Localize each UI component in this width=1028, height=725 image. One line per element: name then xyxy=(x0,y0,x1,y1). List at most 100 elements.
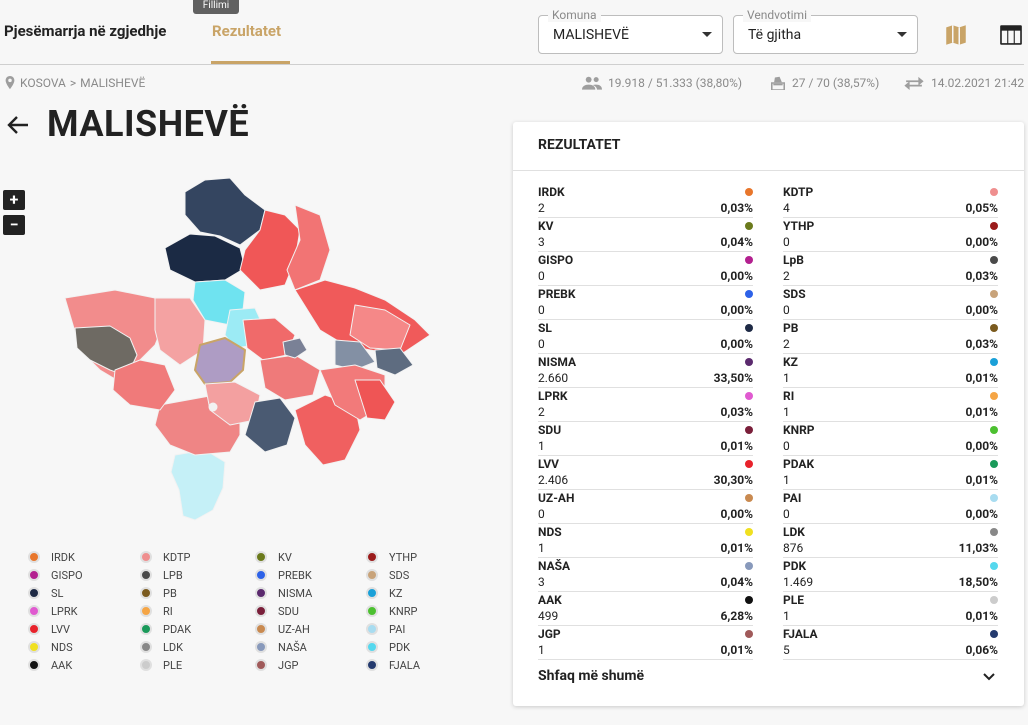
chevron-down-icon[interactable] xyxy=(981,669,997,689)
party-percent: 0,01% xyxy=(720,439,753,453)
tab-results[interactable]: Rezultatet xyxy=(212,22,282,40)
legend-label: NDS xyxy=(51,640,73,654)
polling-select-value: Të gjitha xyxy=(748,27,802,43)
party-votes: 2 xyxy=(538,201,545,215)
map-region[interactable] xyxy=(239,209,301,291)
party-name: PAI xyxy=(783,491,802,505)
legend-swatch xyxy=(140,551,152,563)
legend-item: KNRP xyxy=(366,604,466,618)
legend-label: KDTP xyxy=(163,550,191,564)
party-votes: 1 xyxy=(538,541,545,555)
map-region[interactable] xyxy=(334,339,376,371)
party-votes: 876 xyxy=(783,541,804,555)
map-region[interactable] xyxy=(170,449,226,521)
map-region[interactable] xyxy=(259,354,321,401)
legend-label: PB xyxy=(163,586,177,600)
party-name: NDS xyxy=(538,525,562,539)
party-votes: 2.406 xyxy=(538,473,569,487)
legend-item: IRDK xyxy=(28,550,140,564)
legend-label: PREBK xyxy=(278,568,312,582)
polling-station-select[interactable]: Vendvotimi Të gjitha xyxy=(733,8,918,54)
legend-label: LPB xyxy=(163,568,183,582)
polling-stations-stat: 27 / 70 (38,57%) xyxy=(770,76,879,90)
zoom-in-button[interactable]: + xyxy=(3,190,25,210)
party-percent: 33,50% xyxy=(713,371,753,385)
party-color-dot xyxy=(990,290,998,298)
municipality-select[interactable]: Komuna MALISHEVË xyxy=(538,8,723,54)
legend-label: UZ-AH xyxy=(278,622,310,636)
party-color-dot xyxy=(745,460,753,468)
legend-swatch xyxy=(366,605,378,617)
legend-item: SDS xyxy=(366,568,466,582)
zoom-out-button[interactable]: − xyxy=(3,215,25,235)
map-region[interactable] xyxy=(282,337,308,359)
party-color-dot xyxy=(990,460,998,468)
legend-label: IRDK xyxy=(51,550,75,564)
legend-item: NDS xyxy=(28,640,140,654)
party-name: LVV xyxy=(538,457,560,471)
breadcrumb-country[interactable]: KOSOVA xyxy=(20,76,66,90)
voter-turnout-value: 19.918 / 51.333 (38,80%) xyxy=(608,76,743,90)
caret-down-icon xyxy=(897,32,907,37)
result-row: LpB 2 0,03% xyxy=(783,252,998,286)
legend-swatch xyxy=(366,551,378,563)
map-region[interactable] xyxy=(294,394,361,466)
result-row: SDS 0 0,00% xyxy=(783,286,998,320)
legend-swatch xyxy=(28,605,40,617)
party-votes: 0 xyxy=(538,303,545,317)
party-name: AAK xyxy=(538,593,562,607)
map-region[interactable] xyxy=(154,297,206,366)
party-name: PLE xyxy=(783,593,804,607)
back-arrow-icon[interactable] xyxy=(6,114,30,140)
legend-swatch xyxy=(28,641,40,653)
breadcrumb-separator: > xyxy=(69,76,77,90)
map-icon[interactable] xyxy=(943,22,969,48)
map-region-selected[interactable] xyxy=(194,337,246,385)
legend-item: LDK xyxy=(140,640,255,654)
party-votes: 1.469 xyxy=(783,575,814,589)
result-row: AAK 499 6,28% xyxy=(538,592,753,626)
party-votes: 0 xyxy=(783,439,790,453)
party-color-dot xyxy=(990,358,998,366)
tab-turnout[interactable]: Pjesëmarrja në zgjedhje xyxy=(4,22,167,40)
legend-label: GISPO xyxy=(51,568,83,582)
map-region[interactable] xyxy=(286,204,331,291)
last-updated-value: 14.02.2021 21:42 xyxy=(931,76,1025,90)
map-region[interactable] xyxy=(354,379,396,421)
map-region[interactable] xyxy=(374,347,414,376)
map-region[interactable] xyxy=(112,359,176,411)
show-more-button[interactable]: Shfaq më shumë xyxy=(538,668,645,684)
legend-swatch xyxy=(255,551,267,563)
legend-item: LVV xyxy=(28,622,140,636)
table-icon[interactable] xyxy=(998,22,1024,48)
party-votes: 1 xyxy=(783,405,790,419)
party-percent: 0,00% xyxy=(965,235,998,249)
party-percent: 18,50% xyxy=(958,575,998,589)
legend-item: KV xyxy=(255,550,366,564)
party-percent: 0,03% xyxy=(720,201,753,215)
legend-swatch xyxy=(140,605,152,617)
party-name: UZ-AH xyxy=(538,491,575,505)
legend-swatch xyxy=(255,659,267,671)
legend-label: JGP xyxy=(278,658,299,672)
legend-swatch xyxy=(140,569,152,581)
party-color-dot xyxy=(990,188,998,196)
legend-swatch xyxy=(255,605,267,617)
legend-swatch xyxy=(28,587,40,599)
kosovo-map[interactable] xyxy=(55,170,445,525)
party-votes: 1 xyxy=(538,643,545,657)
people-icon xyxy=(582,76,602,90)
legend-item: KZ xyxy=(366,586,466,600)
result-row: LPRK 2 0,03% xyxy=(538,388,753,422)
party-color-dot xyxy=(745,528,753,536)
legend-item: JGP xyxy=(255,658,366,672)
party-color-dot xyxy=(745,596,753,604)
legend-item: RI xyxy=(140,604,255,618)
party-votes: 2.660 xyxy=(538,371,569,385)
map-region[interactable] xyxy=(244,397,296,453)
legend-label: LVV xyxy=(51,622,70,636)
party-votes: 0 xyxy=(538,507,545,521)
party-votes: 0 xyxy=(538,269,545,283)
result-row: KZ 1 0,01% xyxy=(783,354,998,388)
result-row: JGP 1 0,01% xyxy=(538,626,753,660)
